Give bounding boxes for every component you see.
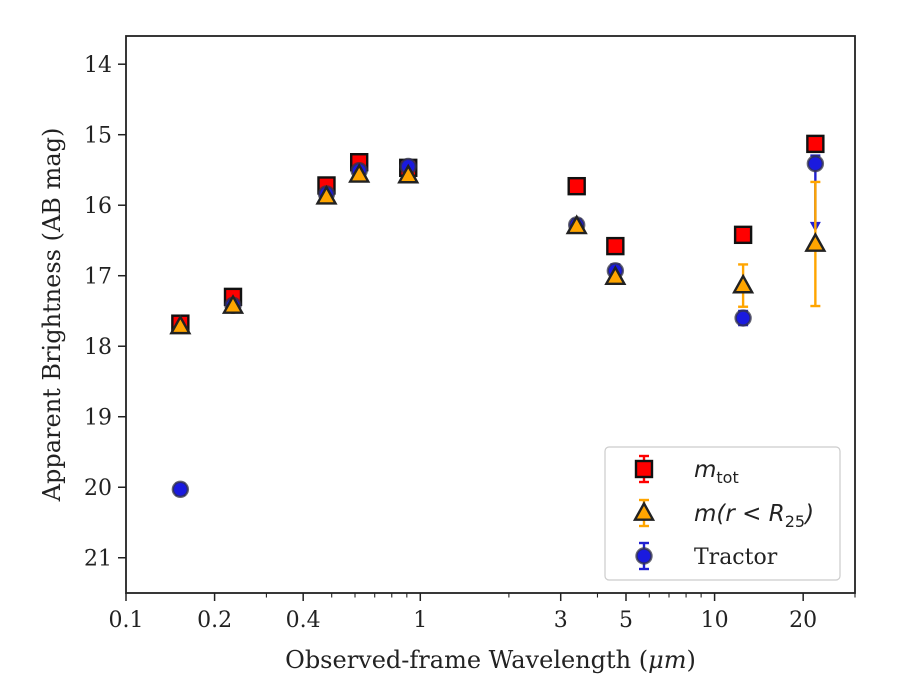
data-point-circle xyxy=(806,154,825,173)
data-point-circle xyxy=(734,309,752,327)
legend-box xyxy=(604,446,841,581)
data-point-triangle xyxy=(348,162,371,183)
x-tick-label: 0.1 xyxy=(109,608,144,633)
data-point-triangle xyxy=(804,232,827,252)
legend-label-sub: tot xyxy=(716,468,738,487)
legend-entry: m(r < R25) xyxy=(632,498,814,531)
x-tick-label: 1 xyxy=(413,608,427,633)
legend-marker xyxy=(634,459,654,479)
x-tick-label: 10 xyxy=(701,608,729,633)
x-tick-label: 0.4 xyxy=(286,608,321,633)
legend-marker xyxy=(632,501,656,521)
x-axis-label: Observed-frame Wavelength (μm) xyxy=(285,646,696,674)
axes: 0.1 0.2 0.4 1 3 5 10 20 14 15 16 17 18 19 20 21 Observed… xyxy=(38,35,856,674)
y-tick-label: 16 xyxy=(84,194,112,219)
legend-label-main: m(r < R xyxy=(694,501,785,527)
y-tick-label: 21 xyxy=(84,547,112,572)
data-point-triangle xyxy=(565,214,588,235)
y-tick-label: 20 xyxy=(84,476,112,501)
data-point-circle xyxy=(171,480,190,499)
legend-marker xyxy=(635,547,653,565)
plot-area xyxy=(169,134,827,499)
x-axis-label-unit: μm xyxy=(648,646,686,674)
data-point-square xyxy=(606,236,625,256)
x-tick-label: 5 xyxy=(619,608,633,633)
x-tick-label: 0.2 xyxy=(197,608,232,633)
data-point-triangle xyxy=(169,314,192,335)
legend-label: m(r < R25) xyxy=(694,501,814,531)
data-point-triangle xyxy=(732,273,755,294)
x-axis-label-prefix: Observed-frame Wavelength ( xyxy=(285,646,648,674)
x-tick-label: 20 xyxy=(789,608,817,633)
y-tick-label: 14 xyxy=(84,53,112,78)
data-point-square xyxy=(567,176,586,196)
data-point-triangle xyxy=(221,294,245,314)
data-point-triangle xyxy=(315,184,338,205)
axes-frame xyxy=(125,35,856,594)
legend-entry: Tractor xyxy=(635,541,778,571)
data-point-square xyxy=(733,225,753,245)
legend-label-main: m xyxy=(694,457,716,483)
y-tick-label: 19 xyxy=(84,406,112,431)
legend-label: Tractor xyxy=(694,545,778,570)
y-tick-label: 18 xyxy=(84,335,112,360)
legend-entry: mtot xyxy=(634,454,739,487)
data-point-square xyxy=(806,134,825,154)
y-axis-label: Apparent Brightness (AB mag) xyxy=(38,128,66,503)
y-tick-label: 17 xyxy=(84,265,112,290)
data-point-triangle xyxy=(604,265,627,285)
legend-label: mtot xyxy=(694,457,739,487)
y-tick-label: 15 xyxy=(84,124,112,149)
data-point-triangle xyxy=(397,163,420,184)
legend-label-end: ) xyxy=(803,501,814,527)
legend-label-sub: 25 xyxy=(785,512,805,531)
x-tick-label: 3 xyxy=(554,608,568,633)
legend: mtot m(r < R25) Tractor xyxy=(604,446,841,581)
x-axis-label-suffix: ) xyxy=(686,646,695,674)
